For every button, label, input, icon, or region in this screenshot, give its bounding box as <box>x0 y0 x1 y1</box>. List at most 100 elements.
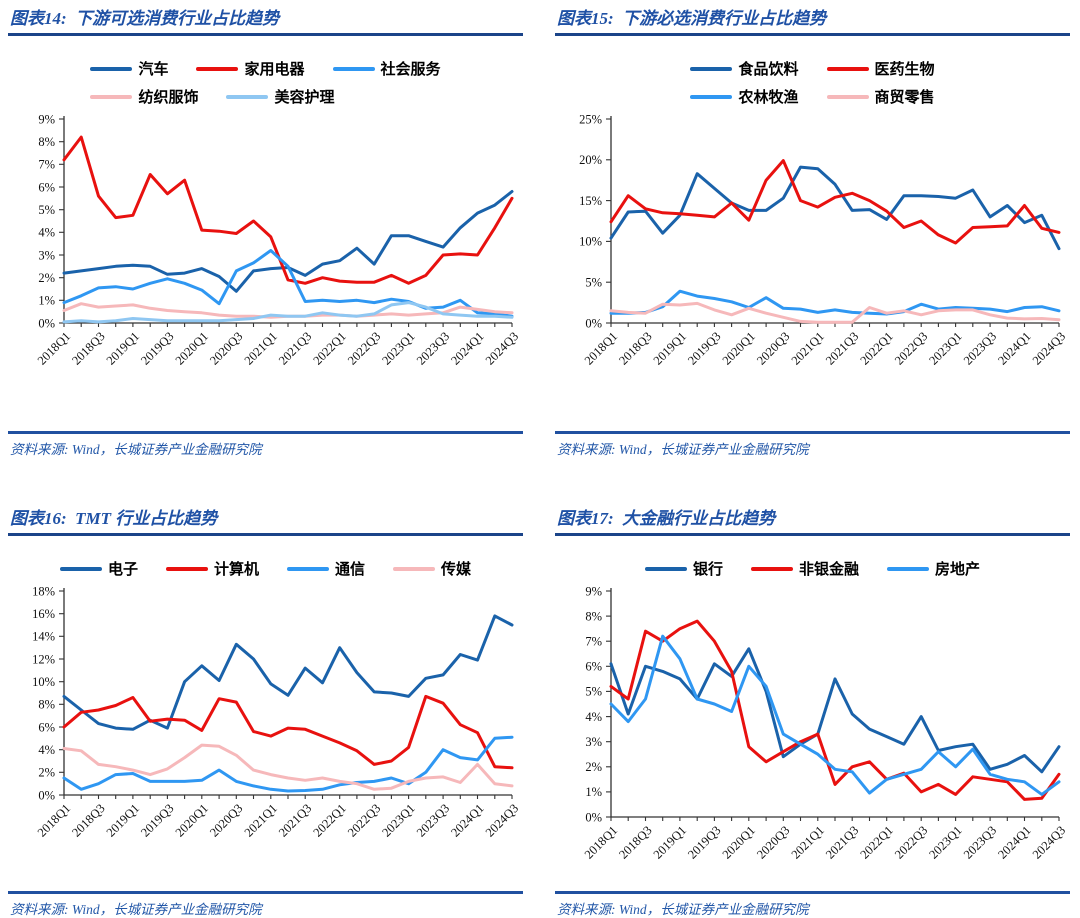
legend-label: 房地产 <box>935 562 981 579</box>
chart-title: 图表15: 下游必选消费行业占比趋势 <box>557 9 827 28</box>
legend-row: 食品饮料 医药生物 <box>690 58 935 79</box>
legend-label: 农林牧渔 <box>738 90 799 107</box>
line-chart: 0%1%2%3%4%5%6%7%8%9%2018Q12018Q32019Q120… <box>582 585 1065 862</box>
x-axis-label: 2019Q3 <box>138 801 176 839</box>
y-axis-label: 5% <box>38 203 55 217</box>
y-axis-label: 3% <box>585 735 602 749</box>
x-axis-label: 2018Q1 <box>582 329 620 367</box>
x-axis-label: 2020Q3 <box>207 801 245 839</box>
y-axis-label: 20% <box>579 153 602 167</box>
legend-label: 传媒 <box>441 562 472 579</box>
x-axis-label: 2019Q3 <box>138 329 176 367</box>
source-divider <box>555 891 1070 895</box>
x-axis-label: 2024Q3 <box>483 801 518 839</box>
x-axis-label: 2022Q3 <box>892 823 930 861</box>
legend-item: 医药生物 <box>826 58 935 79</box>
series-line-社会服务 <box>62 249 514 318</box>
x-axis-label: 2018Q1 <box>582 823 620 861</box>
y-axis-label: 8% <box>585 610 602 624</box>
legend-label: 医药生物 <box>874 62 935 79</box>
x-axis-label: 2023Q3 <box>961 823 999 861</box>
charts-grid: 图表14: 下游可选消费行业占比趋势 汽车 家用电器 社会服务 纺织服饰 美容护理 0%… <box>8 6 1072 917</box>
y-axis-label: 12% <box>32 653 55 667</box>
series-line-美容护理 <box>62 301 514 324</box>
legend-label: 社会服务 <box>380 62 441 79</box>
x-axis-label: 2023Q3 <box>961 329 999 367</box>
x-axis-label: 2018Q3 <box>69 329 107 367</box>
legend-label: 银行 <box>692 562 723 579</box>
x-axis-label: 2023Q1 <box>926 329 964 367</box>
legend-swatch-line <box>226 94 269 99</box>
legend-item: 农林牧渔 <box>690 86 799 107</box>
x-axis-label: 2024Q1 <box>448 329 486 367</box>
legend-item: 计算机 <box>165 558 259 579</box>
y-axis-label: 6% <box>38 721 55 735</box>
x-axis-label: 2022Q3 <box>892 329 930 367</box>
chart-panel: 图表17: 大金融行业占比趋势 银行 非银金融 房地产 0% 1% 2% 3% 4% 5% 6%… <box>555 506 1070 918</box>
source-divider <box>8 891 523 895</box>
legend-swatch-line <box>90 66 133 71</box>
legend-label: 美容护理 <box>274 90 335 107</box>
axes <box>63 588 512 796</box>
x-axis-label: 2022Q1 <box>857 823 895 861</box>
x-axis-label: 2021Q3 <box>823 823 861 861</box>
title-underline <box>8 33 523 37</box>
x-axis-label: 2021Q3 <box>823 329 861 367</box>
x-axis-label: 2021Q1 <box>789 823 827 861</box>
x-axis-label: 2024Q3 <box>1030 823 1065 861</box>
x-axis-label: 2018Q3 <box>69 801 107 839</box>
y-axis-label: 14% <box>32 630 55 644</box>
x-axis-label: 2019Q1 <box>651 823 689 861</box>
legend-item: 银行 <box>644 558 723 579</box>
legend-row: 汽车 家用电器 社会服务 <box>90 58 441 79</box>
x-axis-label: 2024Q1 <box>448 801 486 839</box>
axes <box>63 116 512 324</box>
chart-title: 图表16: TMT 行业占比趋势 <box>10 509 218 528</box>
legend-row: 电子 计算机 通信 传媒 <box>59 558 472 579</box>
legend-swatch-line <box>826 94 869 99</box>
series-line-计算机 <box>62 695 514 770</box>
x-axis-label: 2023Q3 <box>414 801 452 839</box>
source-block: 资料来源: Wind，长城证券产业金融研究院 <box>555 891 1070 918</box>
legend-item: 房地产 <box>887 558 980 579</box>
legend-swatch-line <box>690 66 733 71</box>
x-axis-label: 2023Q1 <box>379 801 417 839</box>
x-axis-label: 2020Q3 <box>754 823 792 861</box>
line-chart: 0% 5% 10% 15% 20% 25% 2018Q12018Q32019Q12019Q3… <box>579 113 1065 368</box>
legend-label: 计算机 <box>213 562 259 579</box>
legend-item: 通信 <box>287 558 365 579</box>
legend-label: 汽车 <box>138 62 169 79</box>
x-axis-label: 2018Q3 <box>616 823 654 861</box>
y-axis-label: 16% <box>32 607 55 621</box>
y-axis-label: 1% <box>38 294 55 308</box>
x-axis-label: 2022Q3 <box>345 329 383 367</box>
series-line-非银金融 <box>609 619 1061 802</box>
source-divider <box>555 431 1070 434</box>
chart-title: 图表17: 大金融行业占比趋势 <box>557 509 776 528</box>
legend-rows: 食品饮料 医药生物 农林牧渔 商贸零售 <box>690 58 935 107</box>
x-axis-label: 2019Q1 <box>104 329 142 367</box>
legend-swatch-line <box>887 566 929 571</box>
y-axis-label: 0% <box>38 317 55 331</box>
y-axis-label: 4% <box>38 743 55 757</box>
y-axis-label: 2% <box>38 766 55 780</box>
legend-swatch-line <box>332 66 375 71</box>
y-axis-label: 0% <box>585 811 602 825</box>
x-axis-label: 2019Q3 <box>685 329 723 367</box>
y-axis-label: 4% <box>38 226 55 240</box>
legend-item: 社会服务 <box>332 58 441 79</box>
legend-item: 电子 <box>59 558 138 579</box>
source-block: 资料来源: Wind，长城证券产业金融研究院 <box>555 431 1070 458</box>
y-axis-label: 2% <box>585 760 602 774</box>
legend-swatch-line <box>690 94 733 99</box>
series-line-银行 <box>609 647 1061 774</box>
title-underline <box>8 533 523 537</box>
y-axis-label: 2% <box>38 271 55 285</box>
y-axis-label: 0% <box>585 317 602 331</box>
chart-panel: 图表16: TMT 行业占比趋势 电子 计算机 通信 传媒 0% 2% 4% 6% 8% 10%… <box>8 506 523 918</box>
x-axis-label: 2022Q1 <box>310 801 348 839</box>
x-axis-label: 2019Q3 <box>685 823 723 861</box>
x-axis-label: 2019Q1 <box>651 329 689 367</box>
series-line-商贸零售 <box>609 302 1061 324</box>
legend-swatch-line <box>196 66 239 71</box>
